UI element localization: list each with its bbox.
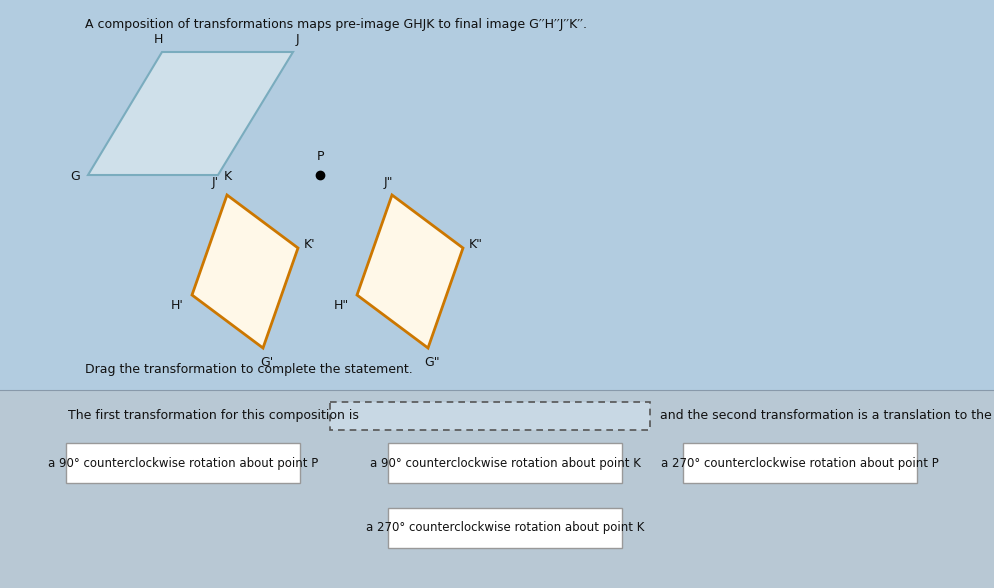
Polygon shape	[87, 52, 292, 175]
FancyBboxPatch shape	[66, 443, 300, 483]
Text: G": G"	[423, 356, 439, 369]
Text: G: G	[71, 171, 80, 183]
Polygon shape	[357, 195, 462, 348]
Text: a 270° counterclockwise rotation about point K: a 270° counterclockwise rotation about p…	[366, 522, 643, 534]
FancyBboxPatch shape	[330, 402, 649, 430]
FancyBboxPatch shape	[682, 443, 916, 483]
Text: H': H'	[171, 299, 184, 312]
Text: a 270° counterclockwise rotation about point P: a 270° counterclockwise rotation about p…	[660, 456, 938, 469]
Text: The first transformation for this composition is: The first transformation for this compos…	[68, 409, 359, 422]
Text: Drag the transformation to complete the statement.: Drag the transformation to complete the …	[84, 363, 413, 376]
Text: A composition of transformations maps pre-image GHJK to final image G′′H′′J′′K′′: A composition of transformations maps pr…	[84, 18, 586, 31]
Bar	[0, 0, 994, 390]
FancyBboxPatch shape	[388, 508, 621, 548]
Text: P: P	[316, 150, 323, 163]
Text: J: J	[295, 33, 298, 46]
Text: K": K"	[468, 238, 482, 250]
FancyBboxPatch shape	[388, 443, 621, 483]
Text: H": H"	[333, 299, 349, 312]
Bar	[0, 390, 994, 588]
Text: a 90° counterclockwise rotation about point P: a 90° counterclockwise rotation about po…	[48, 456, 318, 469]
Text: K': K'	[304, 238, 315, 250]
Polygon shape	[192, 195, 297, 348]
Text: and the second transformation is a translation to the right.: and the second transformation is a trans…	[659, 409, 994, 422]
Text: K: K	[224, 171, 232, 183]
Text: a 90° counterclockwise rotation about point K: a 90° counterclockwise rotation about po…	[369, 456, 640, 469]
Text: G': G'	[260, 356, 273, 369]
Text: H: H	[153, 33, 163, 46]
Text: J': J'	[212, 176, 219, 189]
Text: J": J"	[383, 176, 393, 189]
